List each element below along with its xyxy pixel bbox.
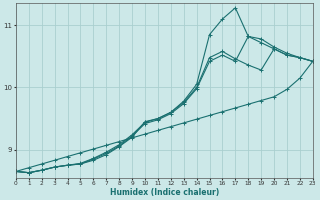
X-axis label: Humidex (Indice chaleur): Humidex (Indice chaleur) [110,188,219,197]
